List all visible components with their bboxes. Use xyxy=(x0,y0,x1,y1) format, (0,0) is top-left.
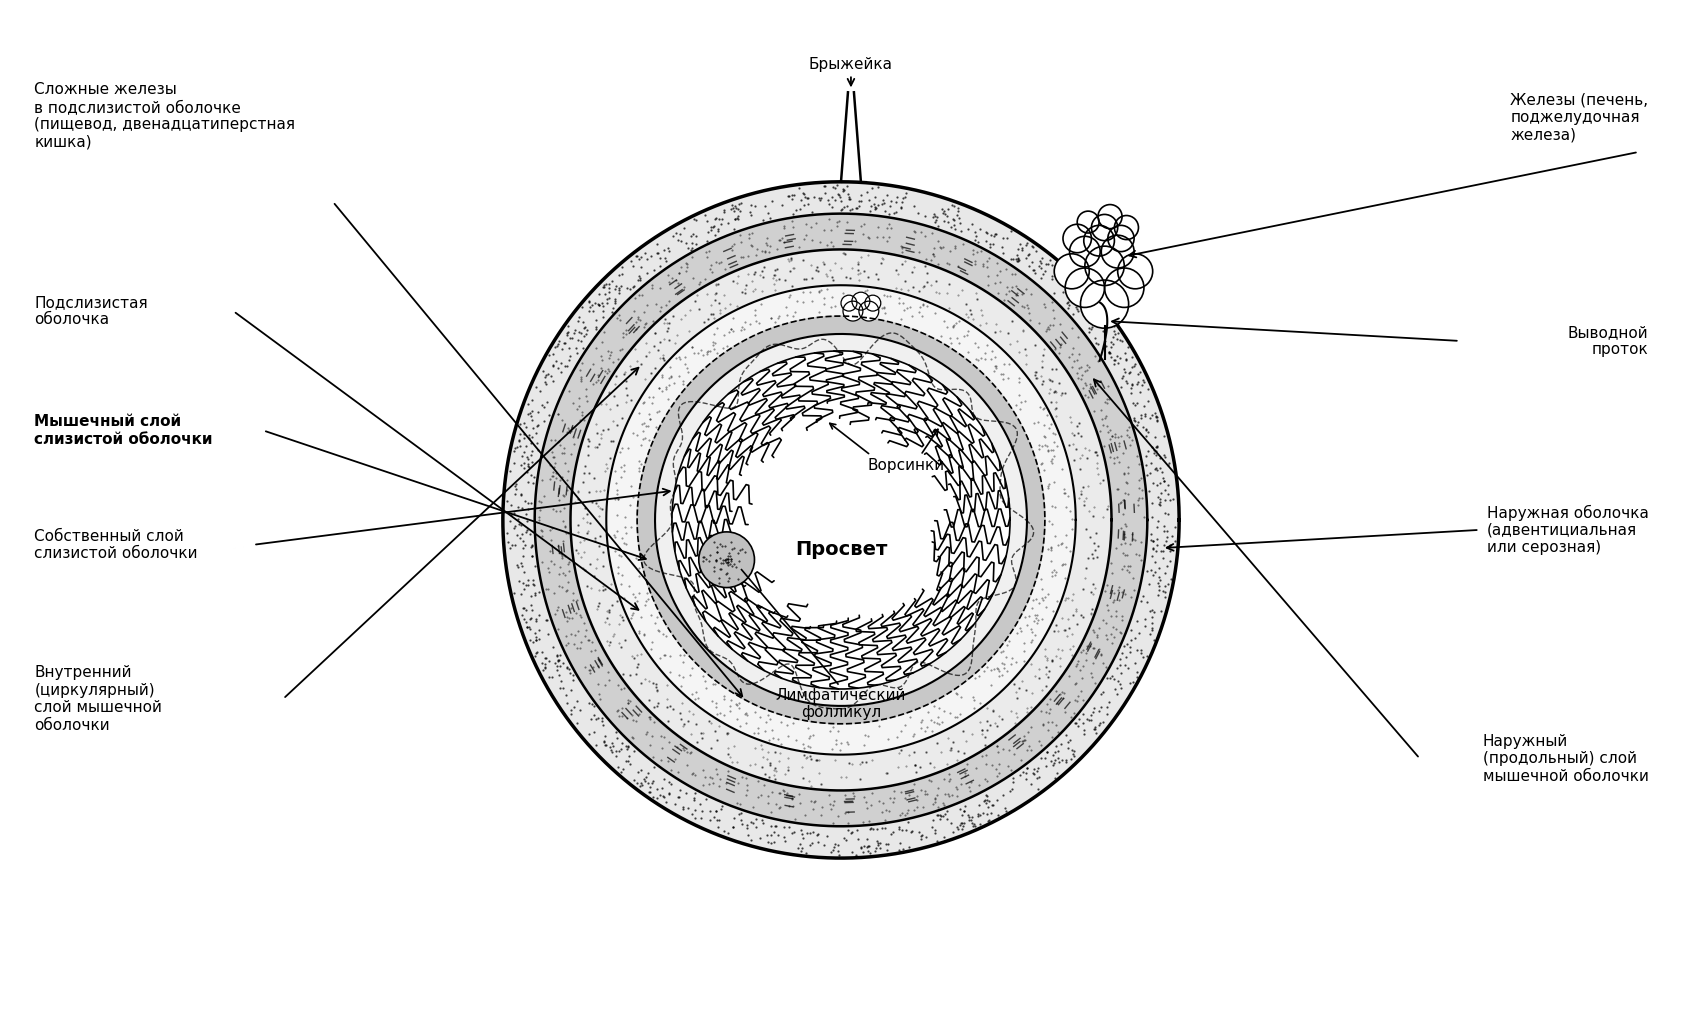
Circle shape xyxy=(1107,225,1134,252)
Text: Собственный слой
слизистой оболочки: Собственный слой слизистой оболочки xyxy=(34,529,198,561)
Circle shape xyxy=(841,296,856,311)
Circle shape xyxy=(851,292,870,310)
Text: Выводной
проток: Выводной проток xyxy=(1568,325,1648,357)
Circle shape xyxy=(698,532,754,588)
Circle shape xyxy=(1113,215,1137,239)
Circle shape xyxy=(1100,235,1134,268)
Polygon shape xyxy=(503,181,1179,858)
Text: Ворсинки: Ворсинки xyxy=(866,458,944,473)
Text: Железы (печень,
поджелудочная
железа): Железы (печень, поджелудочная железа) xyxy=(1509,93,1648,142)
Polygon shape xyxy=(654,334,1026,706)
Circle shape xyxy=(1053,254,1088,288)
Circle shape xyxy=(1065,268,1103,308)
Circle shape xyxy=(843,302,863,321)
Text: Брыжейка: Брыжейка xyxy=(809,57,893,72)
Circle shape xyxy=(1063,224,1092,253)
Circle shape xyxy=(1117,254,1152,288)
Polygon shape xyxy=(570,250,1110,791)
Text: Наружный
(продольный) слой
мышечной оболочки: Наружный (продольный) слой мышечной обол… xyxy=(1482,734,1648,784)
Polygon shape xyxy=(637,316,1045,723)
Circle shape xyxy=(1076,211,1098,233)
Polygon shape xyxy=(535,214,1147,826)
Circle shape xyxy=(1085,247,1124,285)
Circle shape xyxy=(1080,280,1129,328)
Polygon shape xyxy=(671,351,1009,689)
Circle shape xyxy=(1103,268,1144,308)
Text: Подслизистая
оболочка: Подслизистая оболочка xyxy=(34,294,148,327)
Text: Внутренний
(циркулярный)
слой мышечной
оболочки: Внутренний (циркулярный) слой мышечной о… xyxy=(34,665,161,733)
Circle shape xyxy=(1083,225,1113,256)
Circle shape xyxy=(1092,214,1117,240)
Polygon shape xyxy=(503,181,1179,858)
Text: Сложные железы
в подслизистой оболочке
(пищевод, двенадцатиперстная
кишка): Сложные железы в подслизистой оболочке (… xyxy=(34,83,296,150)
Circle shape xyxy=(1070,236,1100,267)
Circle shape xyxy=(858,302,878,321)
Polygon shape xyxy=(606,285,1075,755)
Circle shape xyxy=(1097,205,1122,228)
Text: Мышечный слой
слизистой оболочки: Мышечный слой слизистой оболочки xyxy=(34,415,214,446)
Text: Лимфатический
фолликул: Лимфатический фолликул xyxy=(775,688,905,720)
Text: Наружная оболочка
(адвентициальная
или серозная): Наружная оболочка (адвентициальная или с… xyxy=(1485,504,1648,555)
Text: Просвет: Просвет xyxy=(794,540,886,559)
Circle shape xyxy=(865,296,880,311)
